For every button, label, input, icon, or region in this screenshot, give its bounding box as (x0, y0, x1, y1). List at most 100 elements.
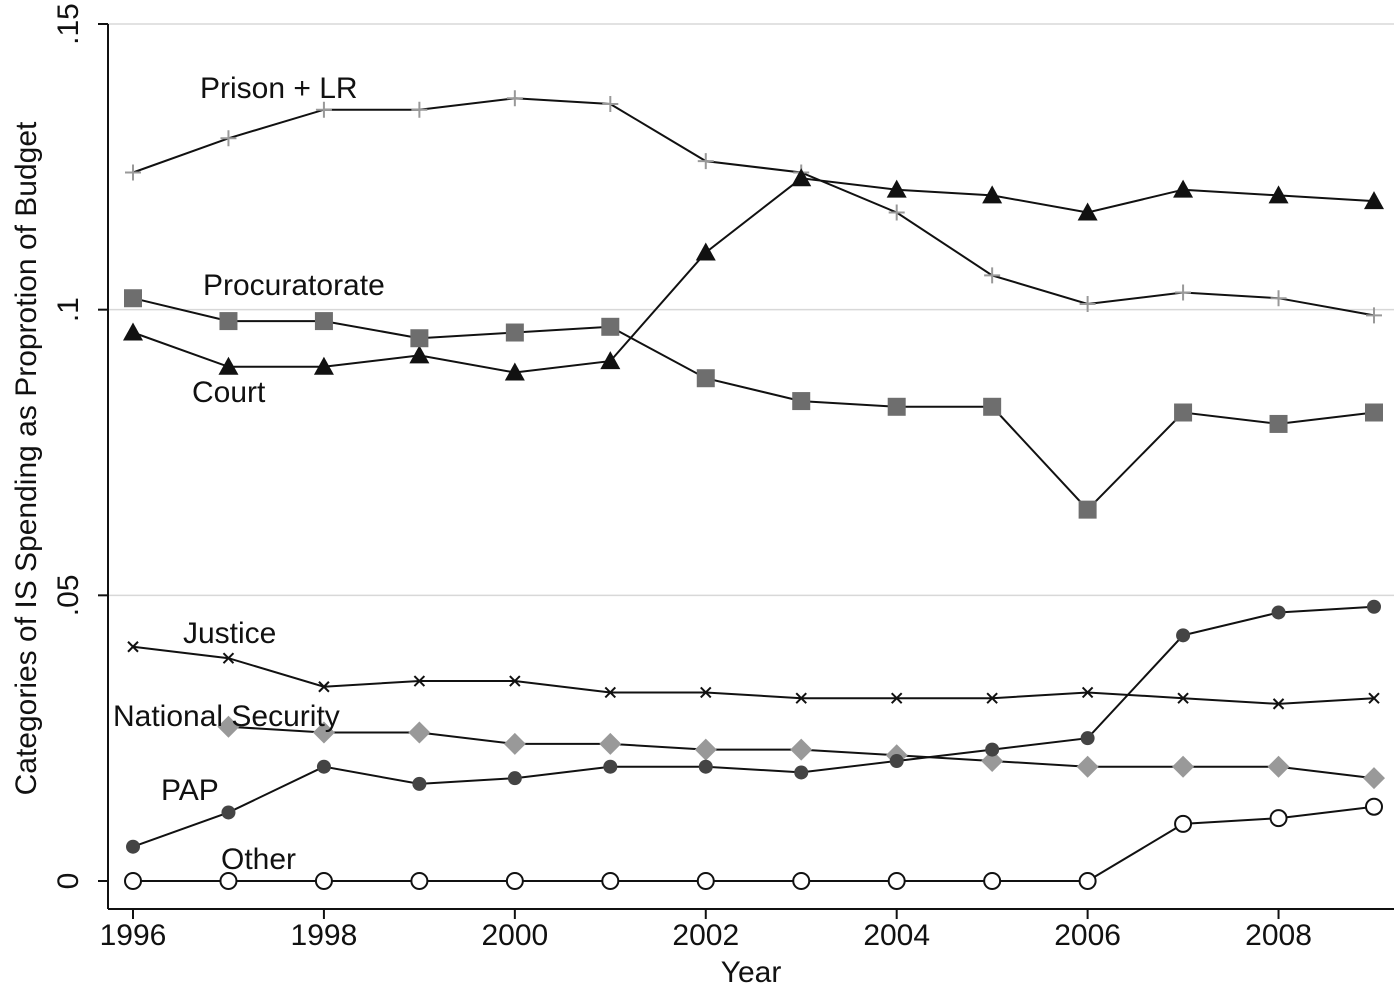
series-label: Procuratorate (203, 269, 385, 302)
square-marker (1078, 500, 1097, 519)
diamond-marker (408, 721, 431, 744)
triangle-marker (600, 351, 621, 370)
square-marker (219, 312, 238, 331)
open-circle-marker (983, 872, 1002, 890)
x-tick-label: 2006 (1054, 919, 1121, 952)
diamond-marker (217, 715, 240, 738)
open-circle-marker (1078, 872, 1097, 890)
plus-marker (697, 153, 714, 170)
open-circle-marker (410, 872, 429, 890)
series-label: Prison + LR (200, 72, 358, 105)
x-marker (1081, 686, 1094, 699)
triangle-marker (409, 345, 430, 364)
plus-marker (1270, 290, 1287, 307)
triangle-marker (123, 322, 143, 341)
series-justice (127, 641, 1380, 710)
x-marker (127, 641, 139, 653)
triangle-marker (982, 185, 1003, 204)
series-line (132, 645, 1375, 705)
diamond-marker (312, 721, 335, 744)
series-label: PAP (161, 774, 219, 807)
x-marker (700, 686, 712, 699)
open-circle-marker (1269, 809, 1288, 828)
circle-marker (1367, 599, 1381, 614)
diamond-marker (1076, 755, 1099, 778)
circle-marker (985, 742, 1000, 757)
circle-marker (221, 805, 236, 820)
circle-marker (1271, 605, 1286, 620)
open-circle-marker (219, 872, 238, 890)
open-circle-marker (505, 872, 524, 890)
circle-marker (412, 776, 427, 791)
circle-marker (507, 771, 522, 786)
x-axis-title: Year (721, 956, 782, 989)
plus-marker (1175, 284, 1192, 301)
plus-marker (984, 267, 1001, 284)
series-court (123, 168, 1384, 381)
series-line (132, 297, 1375, 512)
series-label: Other (221, 843, 296, 876)
plus-marker (888, 204, 905, 221)
diamond-marker (790, 738, 813, 761)
plus-marker (220, 130, 237, 147)
series-label: Court (192, 376, 266, 409)
plus-marker (602, 95, 619, 112)
triangle-marker (313, 356, 334, 375)
axes: 0 .05 .1 .15 1996 1998 2000 2002 2004 2006 2008 (52, 3, 1394, 952)
circle-marker (889, 754, 904, 769)
x-tick-label: 2004 (863, 919, 930, 952)
series-line (132, 177, 1375, 374)
diamond-marker (694, 738, 717, 761)
x-marker (1272, 698, 1285, 710)
triangle-marker (218, 356, 239, 375)
plus-marker (125, 164, 141, 181)
series-other (124, 797, 1383, 890)
triangle-marker (791, 168, 812, 187)
series-pap (126, 599, 1381, 854)
x-tick-label: 2000 (481, 919, 548, 952)
diamond-marker (1363, 767, 1385, 790)
open-circle-marker (887, 872, 906, 890)
square-marker (1269, 414, 1288, 433)
circle-marker (1080, 731, 1095, 746)
plus-marker (411, 101, 428, 118)
triangle-marker (1173, 179, 1194, 198)
open-circle-marker (792, 872, 811, 890)
diamond-marker (1172, 755, 1195, 778)
x-tick-label: 1998 (291, 919, 358, 952)
series-prison-lr (125, 90, 1382, 324)
square-marker (505, 323, 524, 342)
circle-marker (316, 759, 331, 774)
series-labels: Prison + LR Court Procuratorate Justice Nati… (113, 72, 385, 876)
square-marker (314, 312, 333, 331)
y-tick-label: .15 (52, 3, 85, 45)
series-procuratorate (124, 289, 1383, 519)
diamond-marker (1267, 755, 1290, 778)
series-line (132, 97, 1375, 317)
x-marker (986, 692, 998, 704)
plus-marker (506, 90, 523, 107)
square-marker (792, 392, 811, 411)
plus-marker (1366, 307, 1382, 324)
grid-lines (108, 23, 1394, 597)
circle-marker (794, 765, 809, 780)
triangle-marker (1364, 191, 1384, 210)
square-marker (1365, 403, 1383, 422)
y-axis-title: Categories of IS Spending as Proprotion … (10, 121, 43, 795)
circle-marker (698, 759, 713, 774)
series-label: National Security (113, 700, 340, 733)
open-circle-marker (601, 872, 620, 890)
triangle-marker (886, 179, 907, 198)
x-marker (604, 686, 617, 699)
y-tick-label: .05 (52, 574, 85, 616)
square-marker (1174, 403, 1193, 422)
triangle-marker (695, 242, 716, 261)
open-circle-marker (696, 872, 715, 890)
square-marker (696, 369, 715, 388)
x-marker (413, 675, 426, 687)
triangle-marker (504, 362, 525, 381)
x-marker (222, 652, 235, 664)
series-line (133, 805, 1375, 882)
triangle-marker (1077, 202, 1098, 221)
